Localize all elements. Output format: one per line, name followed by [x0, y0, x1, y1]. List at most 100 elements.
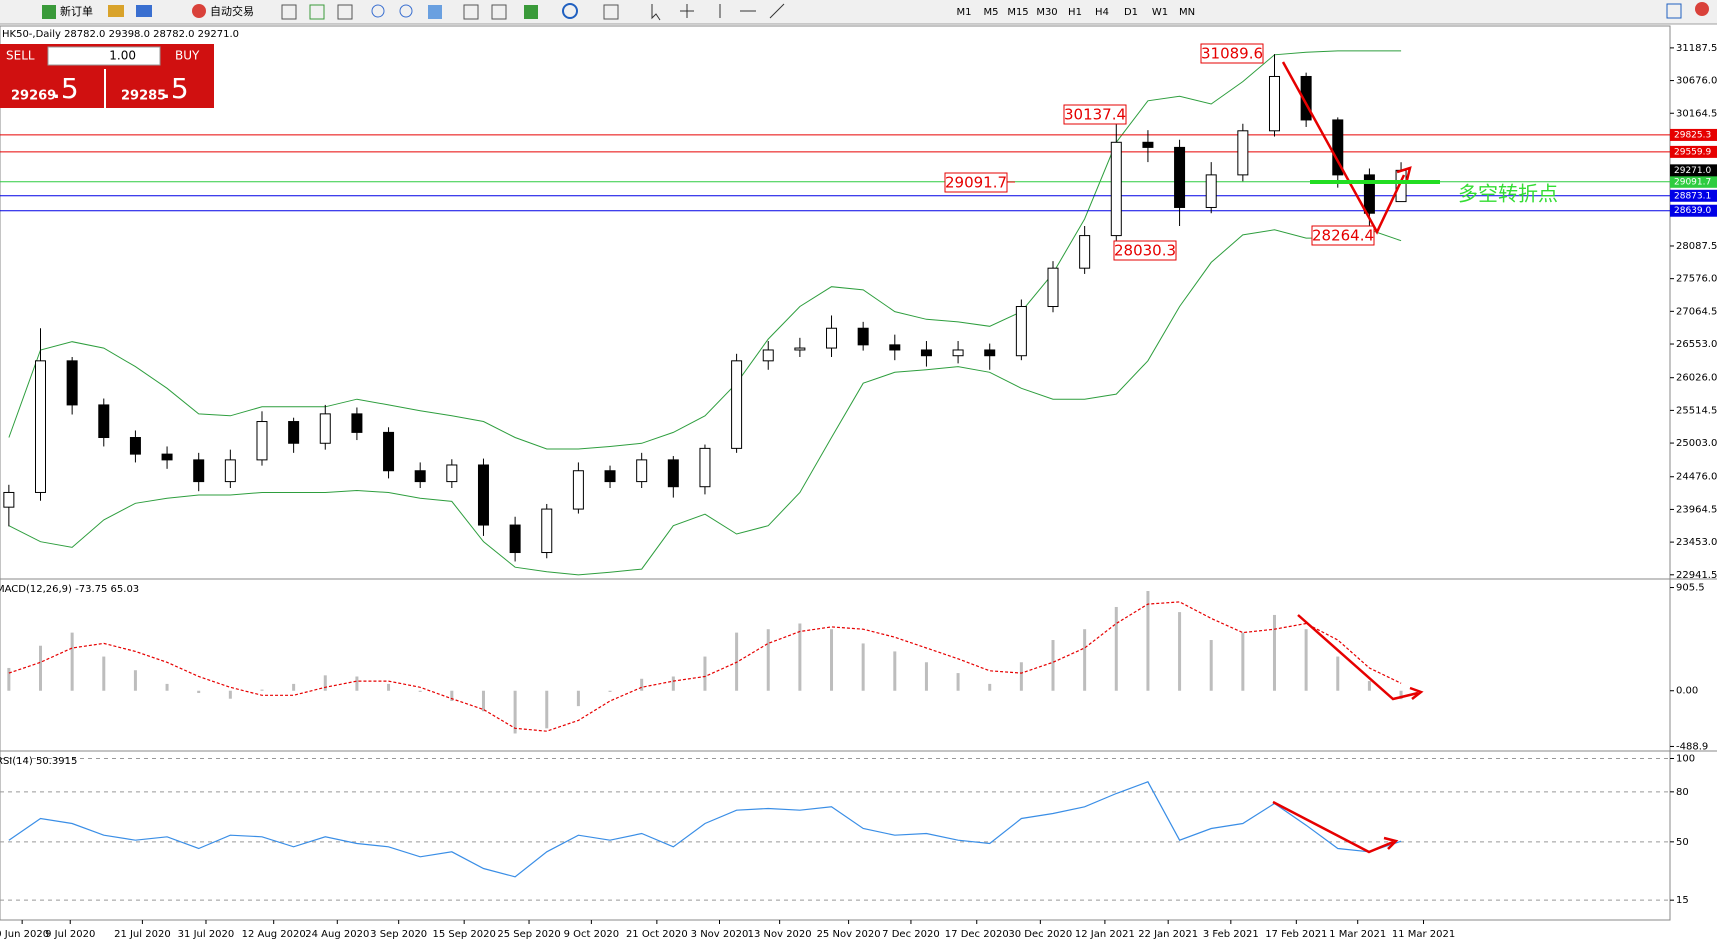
- candle-body: [826, 327, 838, 349]
- y-tick-label: 23453.0: [1676, 537, 1717, 548]
- candle-body: [1332, 119, 1344, 176]
- y-tick-label: 15: [1676, 895, 1689, 906]
- lots-input[interactable]: [47, 46, 161, 66]
- timeframe-button[interactable]: H4: [1095, 7, 1109, 18]
- x-tick-label: 31 Jul 2020: [178, 929, 235, 940]
- ask-price[interactable]: 29285: [121, 89, 166, 104]
- macd-bar: [545, 690, 549, 729]
- toolbar: [0, 0, 1717, 24]
- macd-bar: [292, 683, 296, 691]
- last-price-label: 29271.0: [1674, 166, 1711, 176]
- macd-bar: [1146, 591, 1150, 691]
- candle-body: [541, 508, 553, 554]
- timeframe-button[interactable]: M5: [984, 7, 999, 18]
- candle-body: [604, 470, 616, 483]
- x-tick-label: 12 Aug 2020: [242, 929, 306, 940]
- toolbar-icon[interactable]: [136, 5, 152, 17]
- toolbar-icon[interactable]: [491, 4, 507, 20]
- toolbar-icon[interactable]: [524, 5, 538, 19]
- macd-bar: [7, 667, 11, 691]
- toolbar-icon[interactable]: [309, 4, 325, 20]
- level-label-box: [1670, 145, 1717, 158]
- macd-bar: [39, 645, 43, 691]
- timeframe-button[interactable]: W1: [1152, 7, 1168, 18]
- timeframe-button[interactable]: M1: [957, 7, 972, 18]
- x-tick-label: 22 Jan 2021: [1138, 929, 1198, 940]
- trendline-tool[interactable]: [769, 3, 785, 19]
- macd-bar: [165, 683, 169, 691]
- timeframe-button[interactable]: M30: [1036, 7, 1057, 18]
- candle-body: [351, 413, 363, 433]
- bid-price-tail[interactable]: .5: [52, 72, 79, 105]
- macd-bar: [1083, 629, 1087, 691]
- toolbar-icon[interactable]: [562, 3, 578, 19]
- x-tick-label: 3 Nov 2020: [691, 929, 749, 940]
- cursor-tool[interactable]: [651, 4, 661, 21]
- rsi-arrow: [1272, 800, 1394, 854]
- toolbar-icon[interactable]: [428, 5, 442, 19]
- pivot-note: 多空转折点: [1458, 182, 1558, 206]
- toolbar-icon[interactable]: [281, 4, 297, 20]
- candle-body: [1110, 141, 1122, 237]
- last-price-box: [1670, 164, 1717, 177]
- timeframe-button[interactable]: M15: [1007, 7, 1028, 18]
- level-label-box: [1670, 128, 1717, 141]
- x-tick-label: 25 Sep 2020: [497, 929, 560, 940]
- candle-body: [1079, 235, 1091, 269]
- y-tick-label: 24476.0: [1676, 472, 1717, 483]
- y-tick-label: 23964.5: [1676, 504, 1717, 515]
- macd-bar: [260, 689, 264, 691]
- new-order-button[interactable]: 新订单: [60, 4, 93, 18]
- arrow-head: [1383, 836, 1399, 850]
- x-tick-label: 0 Jun 2020: [0, 929, 49, 940]
- toolbar-icon[interactable]: [603, 4, 619, 20]
- lots-value[interactable]: 1.00: [109, 49, 136, 63]
- macd-signal: [8, 601, 1402, 732]
- zoom-out-icon[interactable]: [399, 4, 413, 18]
- candle-body: [383, 431, 395, 472]
- indicator-header: MACD(12,26,9) -73.75 65.03: [0, 584, 139, 595]
- timeframe-button[interactable]: MN: [1179, 7, 1195, 18]
- candle-body: [319, 413, 331, 444]
- candle-body: [1047, 267, 1059, 308]
- x-tick-label: 11 Mar 2021: [1392, 929, 1455, 940]
- auto-trading-button[interactable]: 自动交易: [210, 4, 254, 18]
- ask-price-tail[interactable]: .5: [162, 72, 189, 105]
- annotation-box: [1063, 104, 1127, 125]
- sell-button[interactable]: SELL: [6, 49, 35, 63]
- crosshair-tool[interactable]: [680, 4, 694, 18]
- y-tick-label: 100: [1676, 754, 1695, 765]
- new-order-icon[interactable]: [42, 5, 56, 19]
- macd-bar: [1114, 606, 1118, 691]
- y-tick-label: 27576.0: [1676, 274, 1717, 285]
- candle-body: [1174, 146, 1186, 208]
- chart-header: HK50-,Daily 28782.0 29398.0 28782.0 2927…: [2, 29, 239, 40]
- y-tick-label: 27064.5: [1676, 306, 1717, 317]
- candle-body: [1237, 130, 1249, 176]
- macd-bar: [766, 629, 770, 691]
- candle-body: [66, 360, 78, 406]
- macd-bar: [102, 656, 106, 691]
- macd-bar: [576, 690, 580, 707]
- timeframe-button[interactable]: H1: [1068, 7, 1082, 18]
- sell-price-box[interactable]: [0, 69, 104, 108]
- toolbar-icon[interactable]: [337, 4, 353, 20]
- buy-button[interactable]: BUY: [175, 49, 200, 63]
- x-tick-label: 15 Sep 2020: [432, 929, 495, 940]
- bid-price[interactable]: 29269: [11, 89, 56, 104]
- zoom-in-icon[interactable]: [371, 4, 385, 18]
- timeframe-button[interactable]: D1: [1124, 7, 1138, 18]
- y-tick-label: 25003.0: [1676, 438, 1717, 449]
- buy-price-box[interactable]: [106, 69, 214, 108]
- chart-frame: [0, 25, 1671, 921]
- notification-icon[interactable]: [1695, 2, 1709, 16]
- candle-body: [1363, 174, 1375, 214]
- toolbar-icon[interactable]: [108, 5, 124, 17]
- toolbar-icon[interactable]: [463, 4, 479, 20]
- auto-trading-icon[interactable]: [192, 4, 206, 18]
- search-icon[interactable]: [1666, 3, 1682, 19]
- macd-bar: [70, 632, 74, 691]
- y-tick-label: 26026.0: [1676, 373, 1717, 384]
- x-tick-label: 17 Dec 2020: [945, 929, 1009, 940]
- annotation-box: [1113, 240, 1177, 261]
